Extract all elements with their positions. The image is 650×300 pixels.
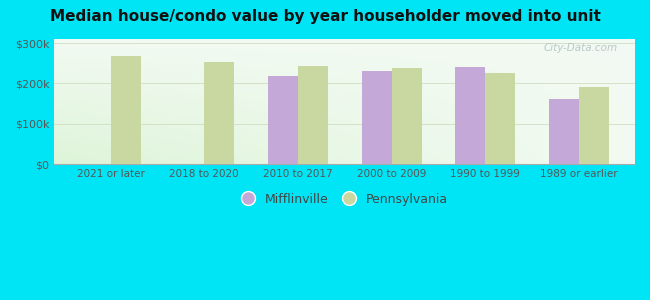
Text: Median house/condo value by year householder moved into unit: Median house/condo value by year househo… bbox=[49, 9, 601, 24]
Bar bbox=[455, 67, 485, 164]
Bar bbox=[111, 56, 140, 164]
Bar bbox=[391, 68, 421, 164]
Legend: Mifflinville, Pennsylvania: Mifflinville, Pennsylvania bbox=[237, 188, 452, 211]
Bar bbox=[268, 76, 298, 164]
Bar bbox=[549, 99, 578, 164]
Bar bbox=[361, 70, 391, 164]
Bar bbox=[298, 66, 328, 164]
Bar bbox=[578, 88, 609, 164]
Bar bbox=[204, 62, 234, 164]
Bar bbox=[485, 73, 515, 164]
Text: City-Data.com: City-Data.com bbox=[543, 43, 618, 53]
